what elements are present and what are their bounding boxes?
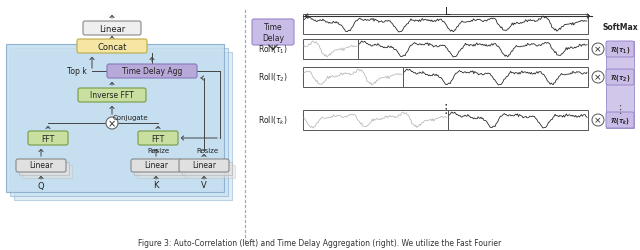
FancyBboxPatch shape — [77, 40, 147, 54]
FancyBboxPatch shape — [606, 112, 634, 128]
FancyBboxPatch shape — [28, 132, 68, 145]
Circle shape — [592, 114, 604, 126]
Text: Time Delay Agg: Time Delay Agg — [122, 67, 182, 76]
Text: L: L — [445, 7, 451, 17]
Text: Roll($\tau_2$): Roll($\tau_2$) — [258, 72, 288, 84]
Bar — [19, 162, 69, 175]
Text: Conjugate: Conjugate — [112, 114, 148, 120]
Text: FFT: FFT — [42, 134, 54, 143]
Bar — [448, 110, 588, 130]
Text: ⋮: ⋮ — [439, 102, 452, 116]
Text: ×: × — [595, 45, 602, 54]
Text: $\mathcal{R}(\tau_2)$: $\mathcal{R}(\tau_2)$ — [610, 73, 630, 83]
FancyBboxPatch shape — [179, 159, 229, 172]
Bar — [10, 49, 228, 196]
Text: Inverse FFT: Inverse FFT — [90, 91, 134, 100]
FancyBboxPatch shape — [78, 89, 146, 102]
Text: Time
Delay: Time Delay — [262, 23, 284, 42]
Text: Linear: Linear — [29, 161, 53, 170]
Bar — [303, 40, 358, 60]
Text: Resize: Resize — [147, 148, 169, 154]
Text: V: V — [201, 181, 207, 190]
Bar — [303, 68, 403, 88]
Circle shape — [592, 44, 604, 56]
Bar — [14, 53, 232, 200]
Bar — [22, 165, 72, 178]
Bar — [185, 165, 235, 178]
Text: ×: × — [108, 118, 116, 128]
Text: $\mathcal{R}(\tau_k)$: $\mathcal{R}(\tau_k)$ — [610, 116, 630, 126]
FancyBboxPatch shape — [107, 65, 197, 79]
Text: Linear: Linear — [192, 161, 216, 170]
Text: Linear: Linear — [144, 161, 168, 170]
Bar — [182, 162, 232, 175]
Text: Figure 3: Auto-Correlation (left) and Time Delay Aggregation (right). We utilize: Figure 3: Auto-Correlation (left) and Ti… — [138, 238, 502, 248]
Text: Roll($\tau_k$): Roll($\tau_k$) — [259, 114, 288, 127]
FancyBboxPatch shape — [16, 159, 66, 172]
Bar — [606, 42, 634, 128]
Bar — [137, 165, 187, 178]
Bar — [303, 15, 588, 35]
Bar — [6, 45, 224, 192]
Text: ×: × — [595, 73, 602, 82]
FancyBboxPatch shape — [606, 42, 634, 58]
Circle shape — [592, 72, 604, 84]
Bar — [134, 162, 184, 175]
Bar — [403, 68, 588, 88]
FancyBboxPatch shape — [606, 70, 634, 86]
FancyBboxPatch shape — [252, 20, 294, 46]
Text: $\mathcal{R}(\tau_1)$: $\mathcal{R}(\tau_1)$ — [610, 45, 630, 55]
Bar — [303, 110, 448, 130]
Text: Roll($\tau_1$): Roll($\tau_1$) — [258, 44, 288, 56]
FancyBboxPatch shape — [131, 159, 181, 172]
Text: FFT: FFT — [152, 134, 164, 143]
FancyBboxPatch shape — [83, 22, 141, 36]
Text: Q: Q — [38, 181, 44, 190]
Circle shape — [106, 118, 118, 130]
Text: $\mathcal{R}(\tau_k)$: $\mathcal{R}(\tau_k)$ — [610, 116, 630, 126]
FancyBboxPatch shape — [138, 132, 178, 145]
Text: ×: × — [595, 116, 602, 125]
Text: $\mathcal{R}(\tau_1)$: $\mathcal{R}(\tau_1)$ — [610, 45, 630, 55]
Text: ⋮: ⋮ — [614, 104, 625, 114]
Text: K: K — [153, 181, 159, 190]
Text: Resize: Resize — [196, 148, 218, 154]
Text: SoftMax: SoftMax — [602, 24, 638, 32]
Text: $\mathcal{R}(\tau_2)$: $\mathcal{R}(\tau_2)$ — [610, 73, 630, 83]
Bar — [358, 40, 588, 60]
Text: Top k: Top k — [67, 67, 87, 76]
Text: Linear: Linear — [99, 24, 125, 33]
Text: Concat: Concat — [97, 42, 127, 51]
